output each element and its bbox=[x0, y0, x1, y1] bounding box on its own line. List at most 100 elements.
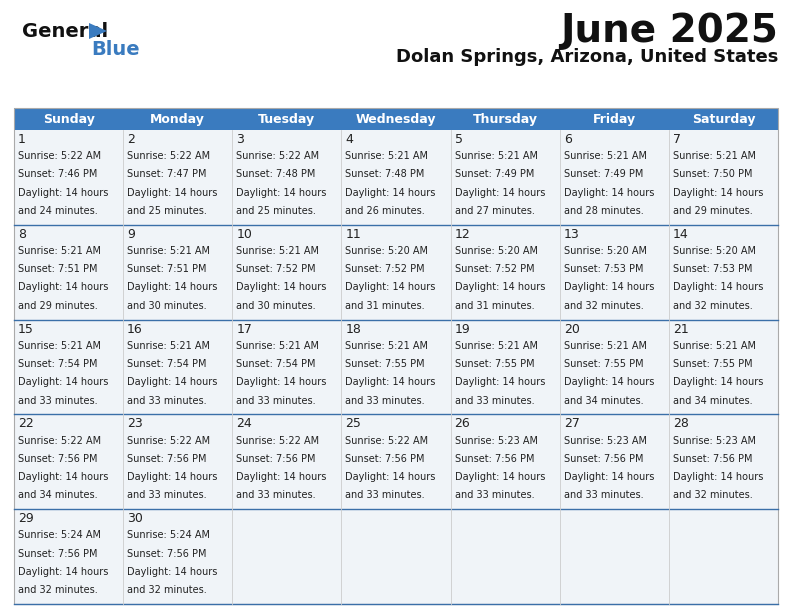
Bar bbox=[232, 225, 341, 319]
Text: Sunrise: 5:20 AM: Sunrise: 5:20 AM bbox=[564, 246, 647, 256]
Text: Sunrise: 5:22 AM: Sunrise: 5:22 AM bbox=[128, 436, 210, 446]
Text: and 33 minutes.: and 33 minutes. bbox=[18, 395, 97, 406]
Bar bbox=[451, 319, 560, 414]
Text: 24: 24 bbox=[236, 417, 252, 430]
Text: Sunrise: 5:22 AM: Sunrise: 5:22 AM bbox=[18, 436, 101, 446]
Text: and 33 minutes.: and 33 minutes. bbox=[564, 490, 643, 501]
Bar bbox=[341, 414, 451, 509]
Text: Sunset: 7:46 PM: Sunset: 7:46 PM bbox=[18, 170, 97, 179]
Bar bbox=[560, 225, 669, 319]
Polygon shape bbox=[89, 23, 107, 39]
Text: Sunrise: 5:22 AM: Sunrise: 5:22 AM bbox=[128, 151, 210, 161]
Text: Monday: Monday bbox=[150, 113, 205, 125]
Text: Daylight: 14 hours: Daylight: 14 hours bbox=[18, 188, 109, 198]
Text: Sunrise: 5:21 AM: Sunrise: 5:21 AM bbox=[673, 341, 756, 351]
Text: and 25 minutes.: and 25 minutes. bbox=[236, 206, 316, 216]
Bar bbox=[14, 108, 778, 130]
Text: Sunrise: 5:24 AM: Sunrise: 5:24 AM bbox=[18, 531, 101, 540]
Text: Daylight: 14 hours: Daylight: 14 hours bbox=[236, 377, 326, 387]
Text: Daylight: 14 hours: Daylight: 14 hours bbox=[345, 283, 436, 293]
Text: Sunrise: 5:22 AM: Sunrise: 5:22 AM bbox=[345, 436, 428, 446]
Bar bbox=[451, 130, 560, 225]
Text: and 31 minutes.: and 31 minutes. bbox=[455, 300, 534, 311]
Text: and 24 minutes.: and 24 minutes. bbox=[18, 206, 97, 216]
Text: 26: 26 bbox=[455, 417, 470, 430]
Text: 22: 22 bbox=[18, 417, 34, 430]
Text: Sunset: 7:55 PM: Sunset: 7:55 PM bbox=[455, 359, 534, 369]
Bar bbox=[123, 225, 232, 319]
Text: 16: 16 bbox=[128, 323, 143, 335]
Text: General: General bbox=[22, 22, 109, 41]
Text: Daylight: 14 hours: Daylight: 14 hours bbox=[455, 283, 545, 293]
Bar bbox=[341, 509, 451, 604]
Text: Daylight: 14 hours: Daylight: 14 hours bbox=[673, 188, 763, 198]
Text: Daylight: 14 hours: Daylight: 14 hours bbox=[18, 567, 109, 577]
Text: Daylight: 14 hours: Daylight: 14 hours bbox=[564, 283, 654, 293]
Text: Sunset: 7:49 PM: Sunset: 7:49 PM bbox=[564, 170, 643, 179]
Text: Sunrise: 5:21 AM: Sunrise: 5:21 AM bbox=[128, 246, 210, 256]
Text: Sunset: 7:55 PM: Sunset: 7:55 PM bbox=[564, 359, 643, 369]
Text: Sunrise: 5:21 AM: Sunrise: 5:21 AM bbox=[455, 151, 538, 161]
Text: Sunrise: 5:21 AM: Sunrise: 5:21 AM bbox=[455, 341, 538, 351]
Text: Daylight: 14 hours: Daylight: 14 hours bbox=[345, 188, 436, 198]
Text: and 34 minutes.: and 34 minutes. bbox=[18, 490, 97, 501]
Text: Sunset: 7:56 PM: Sunset: 7:56 PM bbox=[673, 454, 752, 464]
Text: Sunrise: 5:21 AM: Sunrise: 5:21 AM bbox=[564, 151, 647, 161]
Text: Daylight: 14 hours: Daylight: 14 hours bbox=[564, 472, 654, 482]
Text: 19: 19 bbox=[455, 323, 470, 335]
Text: Daylight: 14 hours: Daylight: 14 hours bbox=[128, 377, 218, 387]
Text: 14: 14 bbox=[673, 228, 688, 241]
Text: Sunset: 7:54 PM: Sunset: 7:54 PM bbox=[128, 359, 207, 369]
Bar bbox=[669, 130, 778, 225]
Text: and 29 minutes.: and 29 minutes. bbox=[18, 300, 97, 311]
Text: and 29 minutes.: and 29 minutes. bbox=[673, 206, 752, 216]
Text: 6: 6 bbox=[564, 133, 572, 146]
Text: Daylight: 14 hours: Daylight: 14 hours bbox=[236, 188, 326, 198]
Text: Sunset: 7:56 PM: Sunset: 7:56 PM bbox=[236, 454, 316, 464]
Text: 8: 8 bbox=[18, 228, 26, 241]
Bar bbox=[560, 509, 669, 604]
Text: Daylight: 14 hours: Daylight: 14 hours bbox=[128, 188, 218, 198]
Bar bbox=[123, 509, 232, 604]
Bar bbox=[669, 319, 778, 414]
Text: Sunset: 7:48 PM: Sunset: 7:48 PM bbox=[345, 170, 425, 179]
Bar bbox=[123, 319, 232, 414]
Text: 4: 4 bbox=[345, 133, 353, 146]
Text: Saturday: Saturday bbox=[691, 113, 756, 125]
Text: and 27 minutes.: and 27 minutes. bbox=[455, 206, 535, 216]
Text: Sunrise: 5:23 AM: Sunrise: 5:23 AM bbox=[673, 436, 756, 446]
Text: and 33 minutes.: and 33 minutes. bbox=[345, 395, 425, 406]
Text: 7: 7 bbox=[673, 133, 681, 146]
Text: Sunrise: 5:20 AM: Sunrise: 5:20 AM bbox=[345, 246, 428, 256]
Text: Sunset: 7:48 PM: Sunset: 7:48 PM bbox=[236, 170, 316, 179]
Text: and 33 minutes.: and 33 minutes. bbox=[236, 490, 316, 501]
Bar bbox=[560, 414, 669, 509]
Text: Daylight: 14 hours: Daylight: 14 hours bbox=[673, 472, 763, 482]
Text: and 32 minutes.: and 32 minutes. bbox=[564, 300, 643, 311]
Bar bbox=[451, 414, 560, 509]
Bar bbox=[14, 414, 123, 509]
Text: Sunrise: 5:21 AM: Sunrise: 5:21 AM bbox=[128, 341, 210, 351]
Text: Daylight: 14 hours: Daylight: 14 hours bbox=[455, 472, 545, 482]
Text: Daylight: 14 hours: Daylight: 14 hours bbox=[128, 283, 218, 293]
Text: Sunset: 7:53 PM: Sunset: 7:53 PM bbox=[673, 264, 752, 274]
Text: Sunset: 7:56 PM: Sunset: 7:56 PM bbox=[455, 454, 534, 464]
Text: and 32 minutes.: and 32 minutes. bbox=[18, 585, 97, 595]
Text: 17: 17 bbox=[236, 323, 252, 335]
Text: Sunset: 7:51 PM: Sunset: 7:51 PM bbox=[128, 264, 207, 274]
Bar bbox=[341, 225, 451, 319]
Text: Sunset: 7:54 PM: Sunset: 7:54 PM bbox=[236, 359, 316, 369]
Text: Sunset: 7:55 PM: Sunset: 7:55 PM bbox=[673, 359, 752, 369]
Text: Daylight: 14 hours: Daylight: 14 hours bbox=[236, 472, 326, 482]
Bar bbox=[232, 130, 341, 225]
Text: and 28 minutes.: and 28 minutes. bbox=[564, 206, 643, 216]
Text: Sunset: 7:54 PM: Sunset: 7:54 PM bbox=[18, 359, 97, 369]
Text: Daylight: 14 hours: Daylight: 14 hours bbox=[128, 567, 218, 577]
Text: 28: 28 bbox=[673, 417, 689, 430]
Text: Daylight: 14 hours: Daylight: 14 hours bbox=[455, 188, 545, 198]
Text: 9: 9 bbox=[128, 228, 135, 241]
Text: Sunrise: 5:20 AM: Sunrise: 5:20 AM bbox=[455, 246, 538, 256]
Text: Sunrise: 5:21 AM: Sunrise: 5:21 AM bbox=[18, 246, 101, 256]
Text: Sunset: 7:56 PM: Sunset: 7:56 PM bbox=[18, 549, 97, 559]
Text: Tuesday: Tuesday bbox=[258, 113, 315, 125]
